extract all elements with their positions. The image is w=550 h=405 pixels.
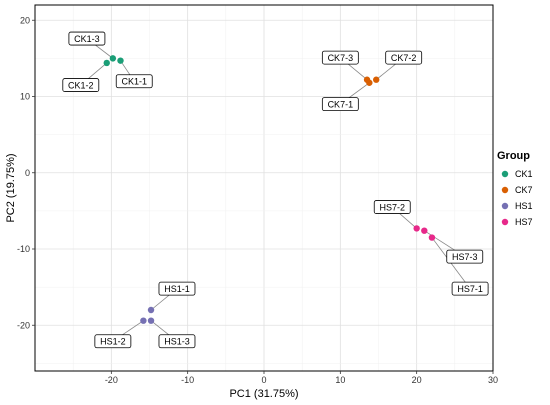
point-label-box: [62, 78, 100, 92]
x-tick-label: 20: [412, 375, 422, 385]
point-label: CK7-1: [328, 99, 354, 109]
point-label: CK1-3: [74, 34, 100, 44]
data-point: [140, 317, 147, 324]
y-tick-label: 0: [25, 168, 30, 178]
point-label-box: [321, 50, 359, 65]
x-axis-title: PC1 (31.75%): [229, 388, 298, 400]
y-tick-label: -20: [17, 320, 30, 330]
x-tick-label: 0: [261, 375, 266, 385]
legend-label: HS1: [515, 201, 533, 211]
point-label: HS7-1: [457, 284, 483, 294]
data-point: [413, 225, 420, 232]
data-point: [103, 59, 110, 67]
data-point: [421, 227, 428, 234]
legend-key: [501, 186, 509, 194]
grid-lines: [34, 5, 494, 371]
y-axis-title: PC2 (19.75%): [5, 153, 17, 222]
point-labels: CK1-1 CK1-2 CK1-3 CK7-1 CK7-2 CK7-3 HS1-1 HS1-2…: [62, 31, 489, 349]
point-label: HS7-2: [379, 202, 405, 212]
point-label-box: [94, 334, 132, 349]
y-tick-label: -10: [17, 244, 30, 254]
legend: Group CK1 CK7 HS1 HS7: [497, 150, 533, 227]
legend-title: Group: [497, 150, 530, 162]
point-label-box: [446, 249, 484, 264]
legend-key: [501, 218, 509, 226]
y-axis-ticks: -20 -10 0 10 20: [17, 15, 35, 330]
point-label: HS1-2: [100, 336, 126, 346]
point-label-box: [321, 97, 359, 112]
x-tick-label: 10: [335, 375, 345, 385]
point-label-box: [68, 31, 106, 46]
data-point: [363, 76, 371, 83]
point-label: CK1-1: [121, 76, 147, 86]
point-label-box: [373, 200, 411, 214]
point-label-box: [158, 281, 196, 296]
y-tick-label: 10: [20, 92, 30, 102]
x-axis-ticks: -20 -10 0 10 20 30: [105, 371, 498, 385]
x-tick-label: 30: [488, 375, 498, 385]
legend-key: [501, 202, 509, 210]
data-point: [373, 76, 380, 83]
point-label-box: [451, 281, 489, 296]
data-point: [428, 234, 436, 241]
data-points: [103, 55, 436, 324]
point-label: CK7-3: [328, 53, 354, 63]
legend-key: [501, 170, 509, 178]
point-label: HS1-3: [164, 336, 190, 346]
point-label-box: [115, 74, 153, 89]
data-point: [147, 317, 155, 324]
data-point: [147, 306, 155, 314]
point-label: HS7-3: [452, 252, 478, 262]
point-label: CK1-2: [68, 80, 94, 90]
point-label: HS1-1: [164, 284, 190, 294]
point-label-box: [385, 50, 423, 65]
legend-label: CK1: [515, 169, 533, 179]
point-label-box: [158, 334, 196, 349]
x-tick-label: -20: [105, 375, 118, 385]
x-tick-label: -10: [181, 375, 194, 385]
legend-label: HS7: [515, 217, 533, 227]
y-tick-label: 20: [20, 15, 30, 25]
data-point: [109, 55, 117, 62]
point-label: CK7-2: [391, 53, 417, 63]
data-point: [117, 57, 124, 64]
legend-label: CK7: [515, 185, 533, 195]
